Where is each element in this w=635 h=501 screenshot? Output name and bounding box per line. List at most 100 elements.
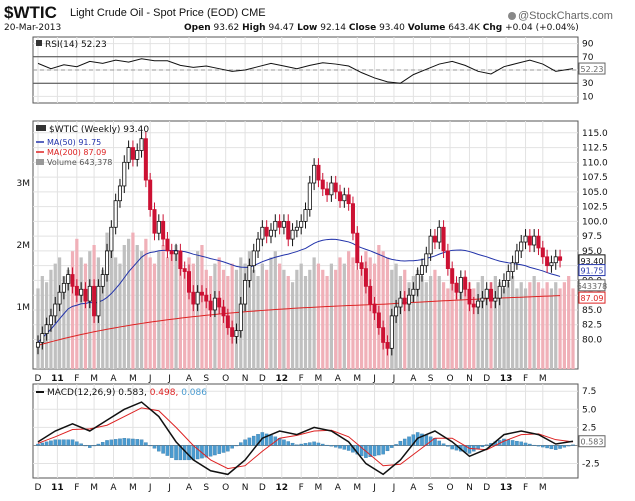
macd-histogram-bar xyxy=(148,445,152,447)
macd-x-tick-label: N xyxy=(242,483,249,493)
volume-bar xyxy=(152,263,157,369)
volume-bar xyxy=(329,263,334,369)
rsi-tick-label: 70 xyxy=(582,53,594,63)
macd-histogram-bar xyxy=(338,445,342,449)
watermark: @StockCharts.com xyxy=(508,11,613,22)
volume-bar xyxy=(411,276,415,369)
candle-body xyxy=(113,200,118,228)
candle-body xyxy=(48,315,53,326)
macd-histogram-bar xyxy=(131,438,135,446)
volume-bar xyxy=(536,282,541,369)
candle-body xyxy=(273,220,278,231)
volume-bar xyxy=(325,276,329,369)
candle-body xyxy=(329,182,334,196)
volume-bar xyxy=(338,257,342,369)
volume-bar xyxy=(174,245,178,369)
candle-body xyxy=(501,280,506,287)
volume-value: 643.4K xyxy=(448,23,480,33)
stockcharts-logo-icon xyxy=(508,12,516,20)
candle-body xyxy=(545,256,550,267)
macd-histogram-bar xyxy=(359,445,364,457)
candle-body xyxy=(165,238,170,252)
candle-body xyxy=(40,333,45,343)
volume-bar xyxy=(135,245,139,369)
rsi-line xyxy=(37,58,574,84)
price-x-tick-label: M xyxy=(129,374,137,384)
chart-header: $WTIC Light Crude Oil - Spot Price (EOD)… xyxy=(0,0,635,36)
candle-body xyxy=(212,297,217,311)
candle-body xyxy=(536,235,541,249)
candle-body xyxy=(260,226,265,240)
macd-histogram-bar xyxy=(66,439,70,446)
candle-body xyxy=(540,247,545,258)
macd-histogram-bar xyxy=(88,445,92,448)
macd-x-tick-label: F xyxy=(523,483,528,493)
macd-x-tick-label: D xyxy=(483,483,490,493)
rsi-tick-label: 90 xyxy=(582,40,594,50)
candle-body xyxy=(514,250,519,264)
candle-body xyxy=(519,241,524,252)
candle-body xyxy=(57,291,62,305)
macd-histogram-bar xyxy=(105,440,109,446)
price-x-tick-label: 13 xyxy=(500,374,513,384)
candle-body xyxy=(161,220,166,240)
volume-bar xyxy=(519,282,523,369)
macd-histogram-bar xyxy=(515,440,519,446)
macd-x-tick-label: A xyxy=(110,483,117,493)
macd-x-tick-label: M xyxy=(129,483,137,493)
price-x-tick-label: M xyxy=(539,374,547,384)
candle-body xyxy=(419,265,425,275)
quote-summary: Open 93.62 High 94.47 Low 92.14 Close 93… xyxy=(184,23,579,33)
volume-bar xyxy=(139,251,144,369)
macd-histogram-bar xyxy=(346,445,351,451)
macd-histogram-bar xyxy=(407,436,411,446)
candle-body xyxy=(191,291,196,305)
volume-bar xyxy=(463,276,467,369)
candle-body xyxy=(178,250,183,270)
macd-histogram-bar xyxy=(411,434,416,446)
price-x-tick-label: A xyxy=(335,374,342,384)
price-x-tick-label: F xyxy=(299,374,304,384)
candle-body xyxy=(385,342,390,349)
price-x-tick-label: N xyxy=(242,374,249,384)
volume-bar xyxy=(571,288,575,369)
macd-x-tick-label: S xyxy=(203,483,209,493)
macd-x-tick-label: J xyxy=(167,483,171,493)
candle-body xyxy=(493,297,498,302)
price-x-tick-label: 12 xyxy=(276,374,289,384)
volume-bar xyxy=(75,238,79,369)
volume-value-tag xyxy=(578,279,606,292)
candle-body xyxy=(100,274,105,287)
candle-body xyxy=(148,179,153,210)
candle-body xyxy=(143,138,148,181)
macd-histogram-bar xyxy=(256,434,260,446)
macd-line xyxy=(37,401,574,476)
volume-bar xyxy=(545,282,549,369)
macd-histogram-bar xyxy=(195,445,200,460)
macd-histogram-bar xyxy=(519,441,523,446)
candle-body xyxy=(389,315,394,349)
candle-body xyxy=(294,226,299,231)
price-x-tick-label: J xyxy=(372,374,376,384)
price-legend: $WTIC (Weekly) 93.40 xyxy=(49,125,149,135)
candle-body xyxy=(463,277,468,290)
open-value: 93.62 xyxy=(213,23,240,33)
rsi-legend: RSI(14) 52.23 xyxy=(45,40,107,50)
volume-value-tag-label: 643378 xyxy=(577,282,608,291)
macd-histogram-bar xyxy=(372,445,377,457)
macd-histogram-bar xyxy=(118,438,122,446)
volume-bar xyxy=(420,276,424,369)
price-tick-label: 110.0 xyxy=(582,158,608,168)
macd-x-tick-label: M xyxy=(539,483,547,493)
volume-bar xyxy=(131,232,135,369)
macd-x-tick-label: M xyxy=(315,483,323,493)
volume-bar xyxy=(528,282,532,369)
candle-body xyxy=(105,250,110,275)
volume-bar xyxy=(252,269,256,369)
candle-body xyxy=(527,235,532,246)
macd-legend-part: 0.498, xyxy=(150,388,182,398)
volume-bar xyxy=(441,282,446,369)
ma50-line xyxy=(37,238,561,343)
candle-body xyxy=(402,297,407,305)
